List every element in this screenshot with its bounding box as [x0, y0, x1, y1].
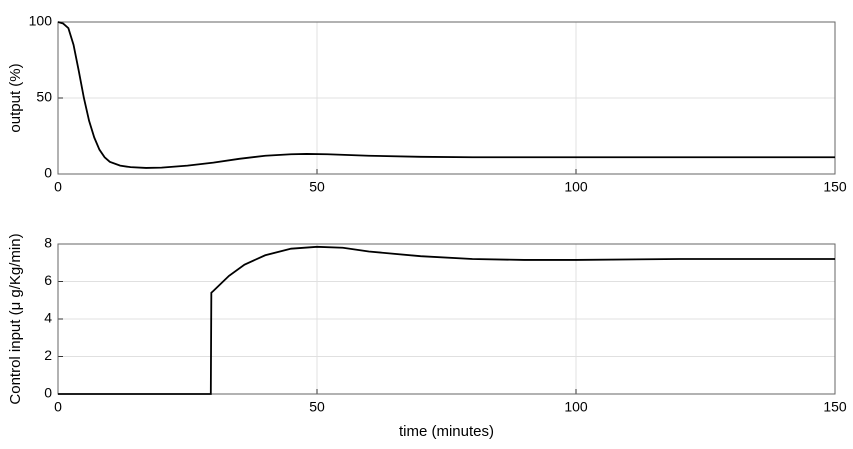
y-tick-label: 0	[44, 385, 52, 401]
y-tick-label: 0	[44, 165, 52, 181]
y-tick-label: 4	[44, 310, 52, 326]
x-tick-label: 0	[54, 179, 62, 195]
x-tick-label: 0	[54, 399, 62, 415]
x-tick-label: 50	[309, 179, 325, 195]
data-line	[57, 21, 835, 169]
x-tick-label: 50	[309, 399, 325, 415]
y-axis-label: output (%)	[7, 63, 24, 132]
x-tick-label: 100	[564, 399, 588, 415]
y-tick-label: 8	[44, 235, 52, 251]
x-tick-label: 100	[564, 179, 588, 195]
y-tick-label: 6	[44, 272, 52, 288]
y-axis-label: Control input (μ g/Kg/min)	[7, 233, 24, 404]
x-axis-label: time (minutes)	[399, 423, 494, 440]
x-tick-label: 150	[823, 399, 847, 415]
y-tick-label: 50	[36, 89, 52, 105]
data-line	[58, 245, 835, 395]
axes-frame	[57, 243, 836, 395]
axes-frame	[57, 21, 836, 175]
y-tick-label: 100	[29, 13, 53, 29]
y-tick-label: 2	[44, 347, 52, 363]
x-tick-label: 150	[823, 179, 847, 195]
